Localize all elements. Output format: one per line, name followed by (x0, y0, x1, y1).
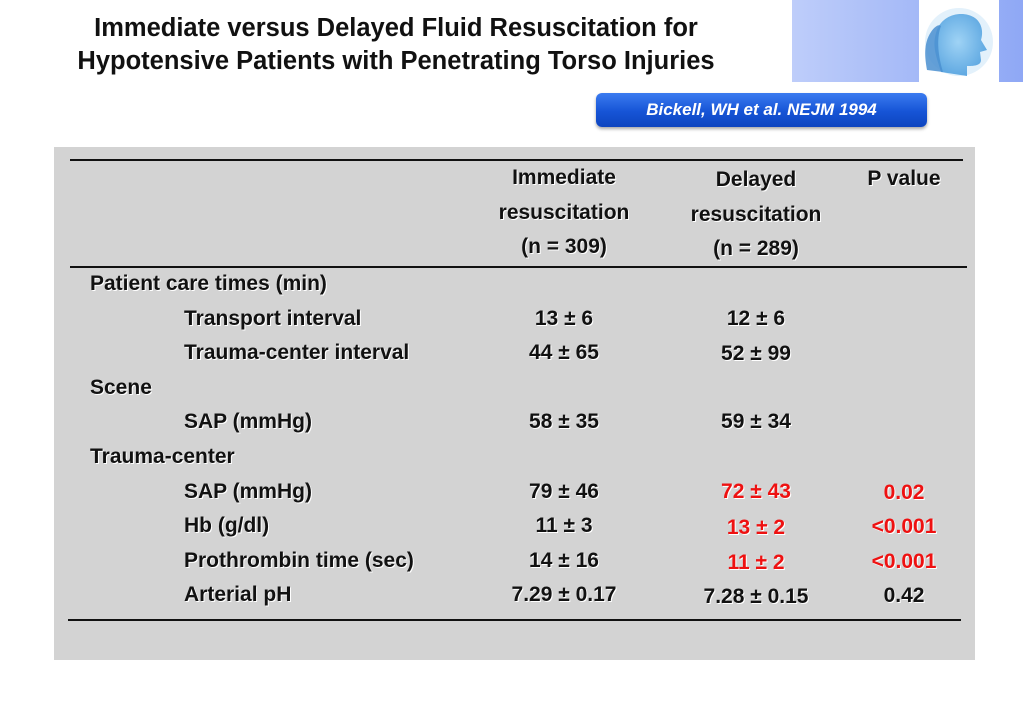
title-box (0, 0, 792, 82)
delayed-value: 13 ± 2 (726, 516, 786, 540)
delayed-value: 12 ± 6 (726, 306, 786, 330)
column-header-immediate: Immediate resuscitation (n = 309) (474, 161, 654, 265)
column-header-p-value: P value (844, 162, 964, 197)
section-label: Patient care times (min) (90, 272, 327, 295)
column-header-p-value-label: P value (867, 167, 941, 190)
delayed-value: 72 ± 43 (721, 479, 791, 503)
human-head-profile-icon (925, 8, 993, 76)
delayed-value: 59 ± 34 (721, 410, 791, 434)
row-label: SAP (mmHg) (184, 479, 312, 503)
row-label: Transport interval (184, 306, 362, 330)
row-label: SAP (mmHg) (184, 410, 312, 434)
immediate-value: 11 ± 3 (535, 514, 593, 538)
column-header-delayed-line-2: resuscitation (690, 202, 822, 226)
table-top-rule (70, 159, 963, 161)
column-header-immediate-line-3: (n = 309) (521, 235, 607, 258)
column-header-delayed-line-1: Delayed (715, 168, 797, 191)
p-value: <0.001 (871, 515, 937, 539)
column-header-delayed-line-3: (n = 289) (713, 237, 799, 260)
table-bottom-rule (68, 619, 961, 621)
column-header-immediate-line-1: Immediate (512, 166, 616, 189)
column-header-immediate-line-2: resuscitation (498, 200, 630, 224)
column-header-delayed: Delayed resuscitation (n = 289) (666, 163, 846, 267)
immediate-value: 13 ± 6 (534, 306, 594, 330)
section-label: Trauma-center (90, 445, 235, 468)
section-label: Scene (90, 375, 152, 399)
results-table: Immediate resuscitation (n = 309) Delaye… (54, 147, 975, 660)
delayed-value: 52 ± 99 (721, 342, 791, 366)
immediate-value: 44 ± 65 (529, 341, 599, 365)
immediate-value: 14 ± 16 (529, 548, 599, 572)
p-value: <0.001 (871, 549, 937, 573)
delayed-value: 11 ± 2 (727, 550, 785, 574)
immediate-value: 58 ± 35 (529, 410, 599, 434)
title-line-2: Hypotensive Patients with Penetrating To… (77, 47, 715, 75)
row-label: Trauma-center interval (184, 341, 410, 365)
row-label: Hb (g/dl) (184, 514, 270, 538)
p-value: 0.42 (883, 584, 925, 608)
citation-badge: Bickell, WH et al. NEJM 1994 (596, 93, 927, 127)
row-label: Arterial pH (184, 583, 292, 607)
row-label: Prothrombin time (sec) (184, 548, 414, 572)
delayed-value: 7.28 ± 0.15 (703, 585, 809, 609)
p-value: 0.02 (883, 480, 925, 504)
table-header-rule (70, 266, 967, 268)
slide-title: Immediate versus Delayed Fluid Resuscita… (0, 12, 792, 78)
immediate-value: 79 ± 46 (529, 479, 599, 503)
immediate-value: 7.29 ± 0.17 (511, 583, 617, 607)
logo (919, 0, 999, 82)
title-line-1: Immediate versus Delayed Fluid Resuscita… (94, 14, 698, 42)
